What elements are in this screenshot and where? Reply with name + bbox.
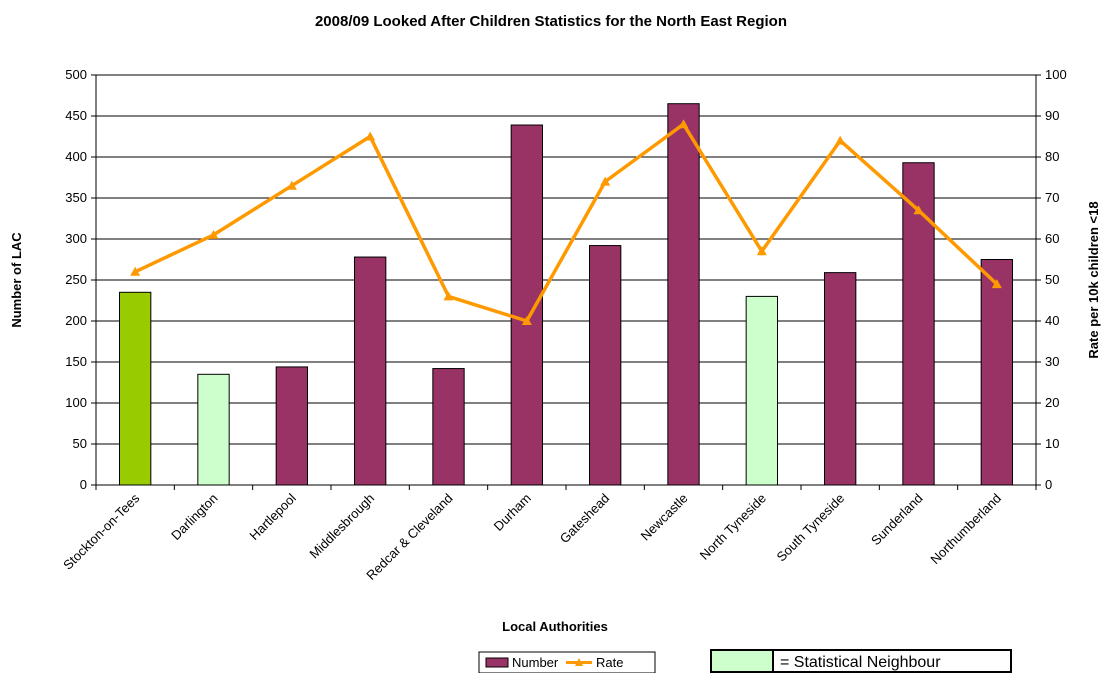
rate-point [286,180,297,190]
rate-line-group [130,119,1002,325]
bar [745,295,779,486]
y2-tick-labels: 0 10 20 30 40 50 60 70 80 90 100 [1045,67,1067,492]
legend-marker-rate [575,658,583,666]
rate-line [134,122,999,323]
rate-point [443,291,454,301]
x-axis-title: Local Authorities [502,619,608,634]
y-tick-label: 450 [65,108,87,123]
sn-legend-label: = Statistical Neighbour [780,654,941,671]
y-tick-label: 250 [65,272,87,287]
bar [275,366,308,486]
legend: Number Rate [478,651,656,673]
rate-point [991,279,1002,289]
rate-point [678,119,689,129]
rate-point [600,176,611,186]
y-tick-label: 350 [65,190,87,205]
y-tick-label: 300 [65,231,87,246]
x-tick-label: Northumberland [927,491,1004,568]
bar [432,368,465,486]
axes-group [91,74,1041,490]
y2-tick-label: 70 [1045,190,1059,205]
x-tick-label: Durham [491,491,534,534]
rate-point [365,131,376,141]
y2-axis-title: Rate per 10k children <18 [1086,201,1101,358]
rate-point [835,135,846,145]
legend-label-number: Number [512,655,559,670]
y2-tick-label: 10 [1045,436,1059,451]
bar [824,272,857,486]
y2-tick-label: 20 [1045,395,1059,410]
rate-point [208,229,219,239]
y2-tick-label: 0 [1045,477,1052,492]
y2-tick-label: 90 [1045,108,1059,123]
y-tick-label: 0 [80,477,87,492]
x-tick-label: Redcar & Cleveland [363,491,455,583]
bar [902,162,935,486]
y2-tick-label: 100 [1045,67,1067,82]
y-tick-label: 400 [65,149,87,164]
x-tick-label: North Tyneside [697,491,769,563]
y-tick-labels: 0 50 100 150 200 250 300 350 400 450 500 [65,67,87,492]
y-tick-label: 500 [65,67,87,82]
x-tick-label: Stockton-on-Tees [60,490,142,572]
y-tick-label: 100 [65,395,87,410]
rate-point [756,246,767,256]
x-tick-labels: Stockton-on-Tees Darlington Hartlepool Midd… [60,490,1004,583]
x-tick-label: Darlington [168,491,221,544]
x-tick-label: Newcastle [638,491,691,544]
sn-legend-swatch [710,649,774,673]
bar [354,256,387,486]
rate-point [130,266,141,276]
y2-tick-label: 40 [1045,313,1059,328]
y2-tick-label: 60 [1045,231,1059,246]
y-tick-label: 200 [65,313,87,328]
x-tick-label: Sunderland [868,491,926,549]
y2-tick-label: 50 [1045,272,1059,287]
y-tick-label: 150 [65,354,87,369]
y-tick-label: 50 [73,436,87,451]
x-tick-label: South Tyneside [773,491,847,565]
y-axis-title: Number of LAC [9,232,24,328]
statistical-neighbour-legend: = Statistical Neighbour [710,649,1012,673]
y2-tick-label: 30 [1045,354,1059,369]
x-tick-label: Hartlepool [246,490,299,543]
x-tick-label: Gateshead [557,491,613,547]
bar [197,373,230,486]
grid-lines [96,74,1036,486]
x-tick-label: Middlesbrough [306,491,377,562]
chart-title: 2008/09 Looked After Children Statistics… [315,13,787,30]
legend-label-rate: Rate [596,655,623,670]
legend-swatch-number [485,657,509,668]
bar [980,259,1014,486]
y2-tick-label: 80 [1045,149,1059,164]
bar [589,245,622,486]
bar [667,103,700,486]
bar [119,291,152,486]
bars-group [119,103,1014,486]
rate-point [521,316,532,325]
rate-point [913,205,924,215]
